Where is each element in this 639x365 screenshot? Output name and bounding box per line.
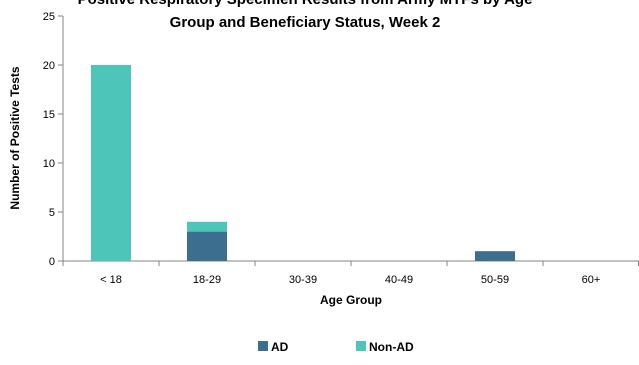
legend-swatch-non-ad — [356, 341, 366, 351]
y-tick-label: 10 — [43, 158, 55, 170]
y-axis-label: Number of Positive Tests — [8, 66, 22, 209]
bar-non-ad — [91, 65, 131, 261]
x-tick-label: 30-39 — [289, 274, 317, 286]
x-tick-label: 18-29 — [193, 274, 221, 286]
x-tick-label: 50-59 — [481, 274, 509, 286]
bar-ad — [475, 251, 515, 261]
x-tick-label: 60+ — [582, 274, 601, 286]
y-tick-label: 15 — [43, 109, 55, 121]
y-tick-label: 20 — [43, 60, 55, 72]
bar-non-ad — [187, 221, 227, 232]
chart-title-line-1: Positive Respiratory Specimen Results fr… — [78, 0, 533, 8]
x-tick-label: 40-49 — [385, 274, 413, 286]
chart-title-line-2: Group and Beneficiary Status, Week 2 — [170, 14, 441, 31]
y-tick-label: 5 — [49, 207, 55, 219]
y-tick-label: 0 — [49, 256, 55, 268]
legend: AD Non-AD — [258, 340, 414, 354]
x-axis-label: Age Group — [320, 293, 382, 307]
y-tick-label: 25 — [43, 11, 55, 23]
legend-label-non-ad: Non-AD — [369, 340, 414, 354]
bar-ad — [187, 231, 227, 261]
x-tick-label: < 18 — [100, 274, 122, 286]
legend-label-ad: AD — [271, 340, 289, 354]
legend-swatch-ad — [258, 341, 268, 351]
plot-area: 0 5 10 15 20 25 < 18 18-29 30-39 40-49 50-59 60+ — [43, 11, 639, 286]
